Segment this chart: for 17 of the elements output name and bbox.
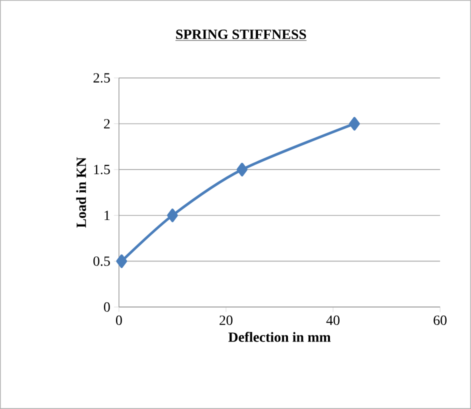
x-tick-label: 0 (116, 316, 122, 326)
point (236, 162, 248, 176)
chart-title: SPRING STIFFNESS (176, 30, 306, 40)
point (349, 116, 360, 131)
y-tick-label: 0.5 (93, 256, 110, 266)
y-tick-label: 2 (104, 119, 110, 128)
y-tick-label: 0 (104, 302, 110, 312)
y-tick-label: 1.5 (94, 164, 110, 174)
y-axis-title: Load in KN (76, 157, 86, 228)
y-tick-label: 1 (104, 210, 110, 220)
point (167, 208, 178, 222)
x-tick-label: 60 (434, 316, 447, 326)
x-tick-label: 40 (326, 316, 340, 326)
point (116, 254, 128, 268)
y-tick-label: 2.5 (94, 73, 110, 83)
x-tick-label: 20 (220, 316, 232, 326)
x-axis-title: Deflection in mm (228, 332, 331, 342)
